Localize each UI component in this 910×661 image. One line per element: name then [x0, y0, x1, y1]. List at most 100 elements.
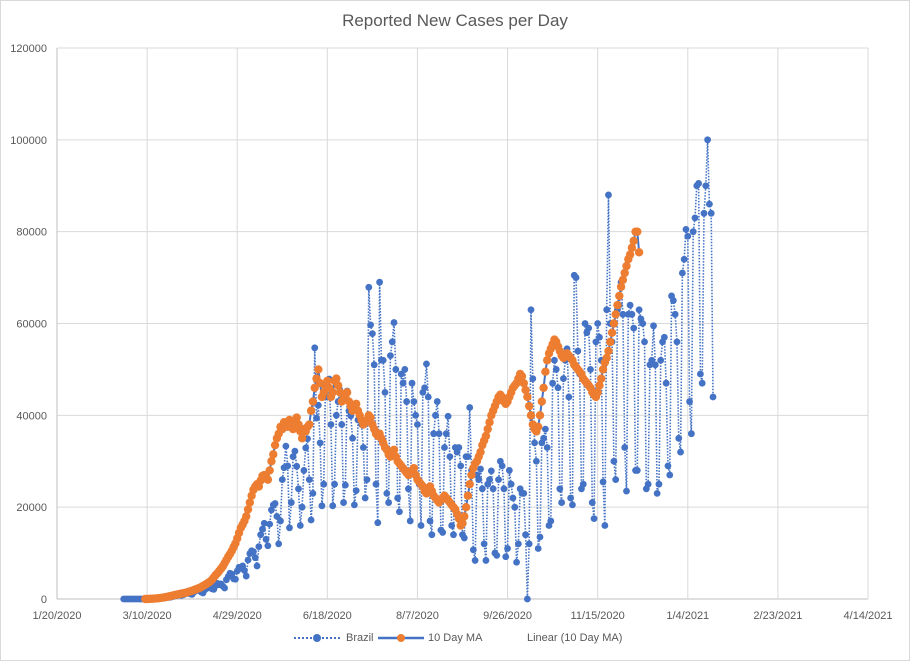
ma-point: [351, 399, 361, 409]
brazil-point: [507, 480, 515, 488]
brazil-point: [257, 531, 265, 539]
ma-point: [622, 261, 631, 271]
brazil-point: [262, 535, 270, 543]
brazil-point: [529, 375, 537, 382]
brazil-point: [423, 360, 430, 368]
brazil-point: [275, 540, 283, 548]
brazil-point: [520, 489, 528, 497]
x-tick-label: 9/26/2020: [483, 610, 532, 622]
brazil-point: [259, 525, 266, 533]
ma-point: [305, 420, 314, 429]
brazil-point: [684, 232, 692, 240]
ma-point: [521, 385, 530, 395]
brazil-point: [442, 430, 450, 438]
brazil-point: [612, 476, 620, 484]
ma-point: [245, 498, 255, 507]
brazil-point: [594, 320, 602, 327]
ma-point: [593, 388, 602, 397]
ma-point: [297, 434, 307, 443]
brazil-point: [552, 366, 560, 373]
ma-point: [409, 463, 419, 473]
ma-point: [539, 383, 548, 392]
brazil-line: [123, 139, 714, 600]
brazil-point: [574, 347, 582, 355]
ma-point: [476, 447, 485, 457]
brazil-point: [687, 430, 695, 438]
legend-label-10-day-ma: 10 Day MA: [428, 632, 483, 644]
brazil-point: [313, 414, 320, 422]
brazil-point: [302, 444, 310, 452]
ma-point: [332, 374, 341, 383]
brazil-point: [498, 462, 506, 470]
brazil-point: [441, 444, 448, 451]
brazil-point: [349, 434, 356, 442]
brazil-point: [284, 462, 292, 470]
brazil-point: [666, 471, 674, 479]
ma-point: [616, 282, 626, 291]
brazil-point: [370, 361, 378, 369]
brazil-point: [662, 379, 670, 387]
ma-point: [461, 502, 471, 512]
brazil-point: [704, 136, 712, 144]
x-tick-label: 4/14/2021: [844, 610, 893, 622]
brazil-point: [644, 480, 652, 488]
x-axis-ticks: 1/20/2020 3/10/2020 4/29/2020 6/18/2020 8/7/…: [33, 610, 893, 622]
ma-point: [607, 328, 617, 337]
ma-point: [524, 401, 534, 411]
brazil-point: [551, 356, 558, 364]
brazil-point: [686, 398, 693, 405]
y-tick-label: 40000: [16, 410, 47, 422]
brazil-point: [633, 467, 641, 474]
brazil-point: [309, 489, 317, 497]
brazil-point: [588, 499, 596, 506]
brazil-point: [489, 485, 497, 493]
brazil-point: [392, 366, 400, 373]
ma-point: [269, 450, 278, 459]
ma-point: [537, 397, 546, 406]
x-tick-label: 3/10/2020: [123, 610, 172, 622]
ma-point: [481, 431, 491, 441]
brazil-point: [540, 434, 547, 442]
brazil-point: [534, 545, 542, 552]
legend-label-linear-10-day-ma: Linear (10 Day MA): [527, 632, 623, 644]
brazil-point: [671, 310, 679, 318]
ma-point: [242, 512, 251, 521]
brazil-point: [477, 465, 484, 473]
brazil-point: [250, 548, 257, 556]
legend-item-brazil[interactable]: Brazil: [292, 628, 374, 648]
legend-item-10-day-ma[interactable]: 10 Day MA: [376, 628, 482, 648]
brazil-point: [558, 499, 566, 506]
ma-point: [523, 392, 532, 402]
x-tick-label: 4/29/2020: [213, 610, 262, 622]
ma-point: [535, 411, 545, 420]
brazil-point: [305, 476, 313, 484]
brazil-point: [331, 480, 338, 488]
brazil-point: [460, 534, 468, 542]
brazil-point: [311, 344, 319, 352]
brazil-point: [536, 533, 544, 541]
brazil-point: [266, 520, 274, 528]
brazil-point: [695, 180, 702, 187]
brazil-point: [399, 379, 407, 387]
legend-item-linear-10-day-ma[interactable]: Linear (10 Day MA): [527, 628, 622, 648]
brazil-point: [554, 384, 562, 392]
ma-point: [485, 418, 494, 427]
brazil-point: [221, 584, 229, 592]
brazil-point: [707, 209, 715, 217]
brazil-point: [572, 274, 580, 281]
brazil-point: [397, 370, 405, 378]
brazil-point: [657, 356, 665, 364]
brazil-point: [673, 338, 681, 346]
brazil-point: [318, 502, 326, 510]
ma-point: [517, 372, 527, 381]
brazil-point: [587, 366, 594, 373]
ma-point: [541, 367, 550, 376]
brazil-point: [367, 321, 374, 329]
y-axis-ticks: 0 20000 40000 60000 80000 100000 120000: [10, 43, 47, 606]
brazil-point: [623, 487, 630, 495]
brazil-point: [277, 517, 284, 525]
brazil-point: [696, 370, 704, 378]
brazil-point: [650, 322, 657, 330]
brazil-point: [387, 352, 394, 360]
